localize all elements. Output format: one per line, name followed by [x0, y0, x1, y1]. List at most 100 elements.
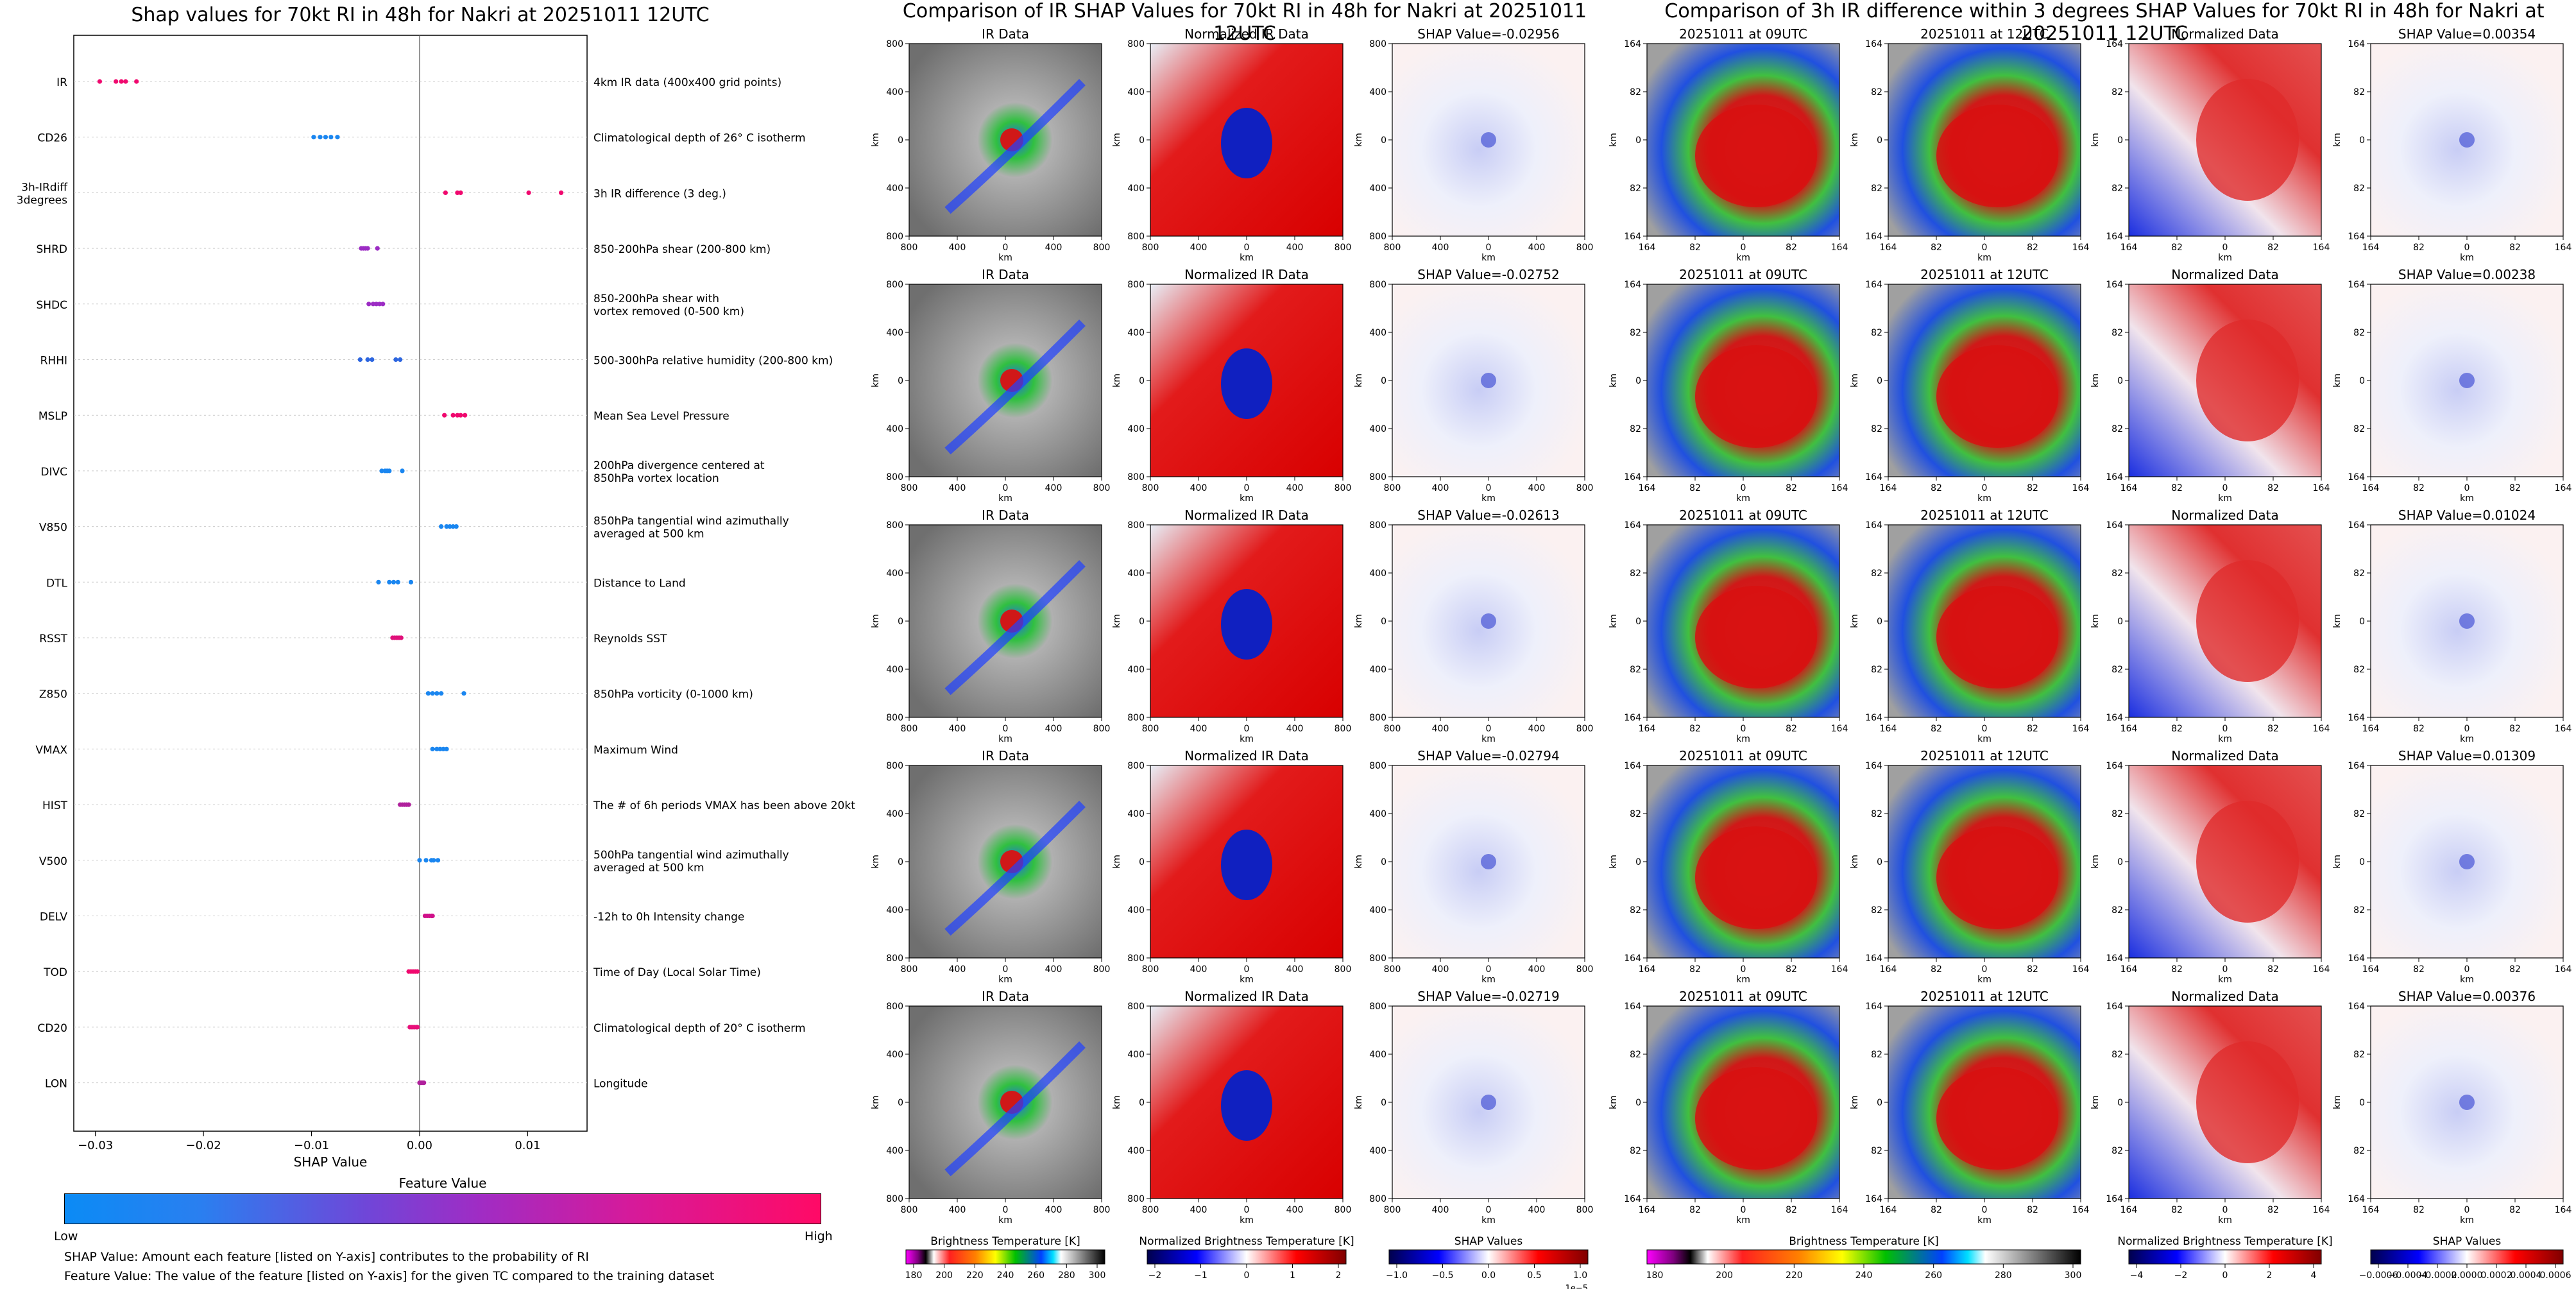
y-tick-label: 0 — [1877, 376, 1882, 386]
shap-hotspot — [2459, 132, 2475, 148]
subplot-title: 20251011 at 09UTC — [1679, 267, 1807, 282]
y-tick-label: 82 — [1630, 87, 1641, 98]
x-tick-label: 0 — [1003, 483, 1009, 493]
x-tick-label: 0 — [1741, 724, 1746, 734]
y-tick-label: 164 — [2106, 520, 2123, 531]
x-tick-label: 164 — [2120, 243, 2138, 253]
y-axis-label: km — [1850, 855, 1860, 869]
shap-point — [444, 524, 449, 529]
y-tick-label: 0 — [1381, 857, 1386, 867]
shap-point — [406, 802, 411, 807]
x-tick-label: 0 — [2464, 243, 2470, 253]
x-axis-label: km — [998, 734, 1012, 744]
subplot-title: IR Data — [982, 748, 1029, 764]
y-tick-label: 400 — [886, 1146, 903, 1156]
y-tick-label: 0 — [2359, 617, 2365, 627]
x-tick-label: 164 — [2120, 724, 2138, 734]
x-axis-label: km — [2460, 1215, 2474, 1225]
x-tick-label: 400 — [1045, 243, 1062, 253]
x-tick-label: 164 — [2555, 243, 2572, 253]
y-axis-label: km — [1608, 1095, 1619, 1109]
y-axis-label: km — [2332, 614, 2342, 628]
x-axis-label: km — [1481, 975, 1496, 985]
y-tick-label: 164 — [1624, 232, 1641, 242]
colorbar: Normalized Brightness Temperature [K] −2 −… — [1139, 1235, 1354, 1281]
y-tick-label: 800 — [1127, 280, 1145, 290]
x-tick-label: 800 — [901, 724, 918, 734]
y-tick-label: 164 — [2106, 1194, 2123, 1204]
x-tick-label: 164 — [1831, 243, 1848, 253]
storm-core — [1695, 1067, 1817, 1170]
colorbar-label: SHAP Values — [2433, 1235, 2502, 1248]
colorbar-tick-label: −2 — [2174, 1270, 2188, 1281]
y-tick-label: 800 — [1127, 761, 1145, 771]
subplot-title: SHAP Value=0.01309 — [2398, 748, 2536, 764]
feature-name-label: V500 — [39, 855, 67, 868]
shap-hotspot — [1481, 1095, 1496, 1110]
y-tick-label: 0 — [1139, 857, 1145, 867]
y-tick-label: 82 — [1630, 665, 1641, 675]
y-tick-label: 800 — [1127, 520, 1145, 531]
x-tick-label: 82 — [1786, 964, 1797, 975]
y-axis-label: km — [1112, 1095, 1122, 1109]
colorbar-gradient — [1646, 1249, 2081, 1265]
shap-point — [134, 79, 139, 84]
x-tick-label: 800 — [1384, 483, 1401, 493]
x-tick-label: 0 — [2222, 243, 2228, 253]
feature-description-label: Distance to Land — [593, 577, 686, 590]
image-subplot: SHAP Value=-0.02956800800400400004004008… — [1354, 26, 1593, 263]
x-tick-label: 400 — [1286, 1205, 1304, 1215]
image-subplot: 20251011 at 09UTC1641648282008282164164k… — [1608, 508, 1848, 744]
y-tick-label: 400 — [886, 184, 903, 194]
storm-core — [1936, 345, 2058, 448]
image-subplot: Normalized IR Data8008004004000040040080… — [1112, 748, 1351, 985]
image-subplot: SHAP Value=-0.02719800800400400004004008… — [1354, 989, 1593, 1225]
subplot-title: 20251011 at 09UTC — [1679, 748, 1807, 764]
y-tick-label: 400 — [886, 87, 903, 98]
y-tick-label: 400 — [1127, 568, 1145, 579]
subplot-title: SHAP Value=-0.02719 — [1417, 989, 1559, 1004]
y-tick-label: 82 — [1871, 1050, 1882, 1060]
x-tick-label: 164 — [2362, 1205, 2380, 1215]
image-subplot: 20251011 at 09UTC1641648282008282164164k… — [1608, 989, 1848, 1225]
y-tick-label: 82 — [1871, 184, 1882, 194]
colorbar-tick-label: 260 — [1027, 1270, 1045, 1281]
y-tick-label: 82 — [2111, 1146, 2123, 1156]
x-axis-label: km — [1240, 975, 1254, 985]
y-tick-label: 0 — [2117, 617, 2123, 627]
subplot-title: IR Data — [982, 989, 1029, 1004]
feature-value-note: Feature Value: The value of the feature … — [64, 1269, 715, 1283]
x-tick-label: 164 — [2362, 964, 2380, 975]
x-tick-label: 82 — [1786, 1205, 1797, 1215]
storm-core — [1936, 586, 2058, 688]
x-axis-label: km — [1240, 1215, 1254, 1225]
x-tick-label: −0.02 — [186, 1139, 221, 1152]
y-tick-label: 82 — [2353, 1050, 2365, 1060]
colorbar-tick-label: 280 — [1995, 1270, 2012, 1281]
x-tick-label: 800 — [1335, 483, 1352, 493]
subplot-title: SHAP Value=-0.02794 — [1417, 748, 1559, 764]
x-tick-label: 82 — [1689, 724, 1701, 734]
x-axis-label: km — [2460, 253, 2474, 263]
y-tick-label: 82 — [1871, 1146, 1882, 1156]
x-tick-label: 164 — [1639, 724, 1656, 734]
shap-point — [398, 635, 404, 640]
x-tick-label: 0 — [2222, 1205, 2228, 1215]
y-tick-label: 82 — [1871, 665, 1882, 675]
x-tick-label: 400 — [1286, 724, 1304, 734]
colorbar-tick-label: 300 — [1089, 1270, 1106, 1281]
shap-hotspot — [1481, 613, 1496, 629]
subplot-title: SHAP Value=-0.02956 — [1417, 26, 1559, 42]
y-tick-label: 400 — [886, 568, 903, 579]
x-tick-label: 800 — [1142, 1205, 1159, 1215]
y-tick-label: 82 — [1630, 1050, 1641, 1060]
x-tick-label: 164 — [1639, 483, 1656, 493]
storm-core — [1695, 826, 1817, 929]
shap-point — [380, 302, 386, 307]
image-subplot: 20251011 at 09UTC1641648282008282164164k… — [1608, 267, 1848, 504]
storm-core — [1221, 589, 1272, 660]
x-tick-label: 400 — [1286, 483, 1304, 493]
feature-description-label: 200hPa divergence centered at 850hPa vort… — [593, 459, 765, 485]
colorbar: Normalized Brightness Temperature [K] −4 −… — [2117, 1235, 2332, 1281]
y-tick-label: 164 — [2348, 713, 2365, 723]
